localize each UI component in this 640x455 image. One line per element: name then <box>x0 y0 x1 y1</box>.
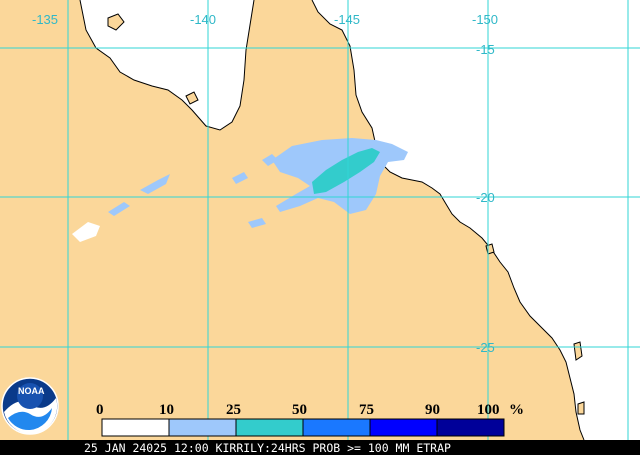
lon-label: -150 <box>472 12 498 27</box>
lon-label: -135 <box>32 12 58 27</box>
legend-tick: 10 <box>159 402 174 418</box>
legend-tick: 100 <box>477 402 500 418</box>
legend-bin-0-10 <box>101 418 170 437</box>
lon-label: -140 <box>190 12 216 27</box>
footer-band <box>0 440 640 455</box>
legend-labels: 0 10 25 50 75 90 100 % <box>96 402 524 418</box>
legend-colorbar <box>101 418 505 437</box>
legend-tick: 50 <box>292 402 307 418</box>
lon-label: -145 <box>334 12 360 27</box>
prob-region-10-25-e <box>108 202 130 216</box>
prob-region-10-25-b <box>262 154 278 166</box>
lat-label: -20 <box>476 190 495 205</box>
coastline <box>79 0 585 441</box>
island-east-2 <box>573 341 583 361</box>
land-mainland <box>0 0 584 440</box>
legend-bin-75-90 <box>369 418 438 437</box>
legend-bin-10-25 <box>168 418 237 437</box>
legend-bin-50-75 <box>302 418 371 437</box>
legend-tick: 0 <box>96 402 104 418</box>
logo-bird-area <box>17 383 43 409</box>
legend-tick: 25 <box>226 402 241 418</box>
prob-region-10-25-d <box>140 174 170 194</box>
legend-bin-90-100 <box>436 418 505 437</box>
prob-region-10-25-c <box>232 172 248 184</box>
legend-unit: % <box>509 402 524 418</box>
logo-text: NOAA <box>18 386 45 396</box>
prob-region-10-25-f <box>248 218 266 228</box>
prob-region-25-50 <box>312 148 380 194</box>
legend-tick: 75 <box>359 402 374 418</box>
lat-label: -25 <box>476 340 495 355</box>
lake <box>72 222 100 242</box>
island-gulf <box>107 13 125 31</box>
legend-bin-25-50 <box>235 418 304 437</box>
noaa-logo: NOAA <box>1 377 59 435</box>
legend-tick: 90 <box>425 402 440 418</box>
island-small <box>185 91 199 105</box>
graticule <box>0 0 640 440</box>
island-east-3 <box>577 401 585 415</box>
lat-label: -15 <box>476 42 495 57</box>
island-east-1 <box>485 243 495 255</box>
logo-inner <box>8 408 52 431</box>
footer-caption: 25 JAN 24025 12:00 KIRRILY:24HRS PROB >=… <box>84 441 451 455</box>
